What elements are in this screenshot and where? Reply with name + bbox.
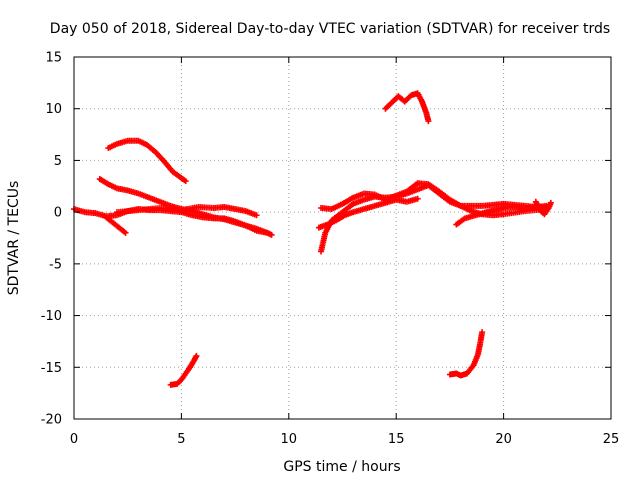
- y-tick-label: -20: [41, 413, 62, 428]
- y-tick-label: 5: [54, 154, 62, 169]
- point-markers: [318, 182, 550, 255]
- x-tick-label: 0: [70, 432, 78, 447]
- y-tick-label: -10: [41, 309, 62, 324]
- point-markers: [105, 137, 189, 185]
- plot-frame: [73, 56, 612, 420]
- y-tick-label: -5: [49, 257, 62, 272]
- point-markers: [446, 329, 486, 379]
- y-axis-label: SDTVAR / TECUs: [6, 181, 22, 296]
- x-tick-label: 20: [495, 432, 512, 447]
- point-markers: [103, 214, 129, 236]
- point-markers: [532, 198, 554, 218]
- series-arc-12: [382, 90, 432, 125]
- series-arc-7: [318, 182, 550, 255]
- point-markers: [113, 203, 260, 219]
- chart-title: Day 050 of 2018, Sidereal Day-to-day VTE…: [50, 21, 610, 37]
- x-tick-label: 10: [281, 432, 298, 447]
- y-tick-label: 10: [45, 102, 62, 117]
- point-markers: [315, 195, 421, 231]
- series-arc-6: [167, 352, 200, 388]
- y-tick-label: 0: [54, 206, 62, 221]
- grid-lines: [74, 57, 611, 419]
- series-arc-4: [103, 214, 129, 236]
- data-points: [71, 90, 554, 388]
- x-axis-label: GPS time / hours: [283, 459, 400, 475]
- point-markers: [382, 90, 432, 125]
- y-tick-label: -15: [41, 361, 62, 376]
- y-tick-label: 15: [45, 51, 62, 66]
- series-arc-11: [532, 198, 554, 218]
- point-markers: [167, 352, 200, 388]
- series-arc-5: [113, 203, 260, 219]
- x-tick-label: 15: [388, 432, 405, 447]
- series-arc-1: [105, 137, 189, 185]
- series-arc-9: [315, 195, 421, 231]
- series-arc-13: [446, 329, 486, 379]
- x-tick-label: 25: [603, 432, 620, 447]
- axis-ticks: 0 5 10 15 20 25 -20 -15 -10 -5 0 5 10 15: [41, 51, 620, 448]
- x-tick-label: 5: [177, 432, 185, 447]
